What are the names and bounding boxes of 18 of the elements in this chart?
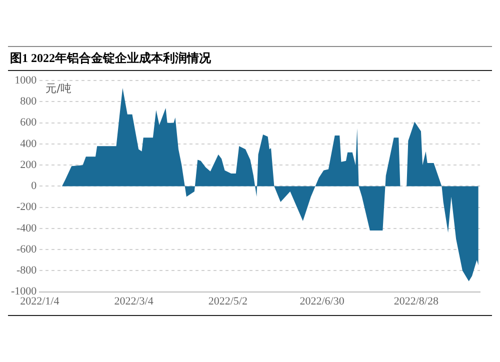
y-tick-label: -800 (16, 264, 38, 277)
x-tick-label: 2022/6/30 (300, 295, 345, 308)
x-tick-label: 2022/8/28 (394, 295, 439, 308)
y-tick-label: 1000 (14, 74, 38, 86)
y-tick-label: 600 (20, 116, 38, 129)
chart-title: 图1 2022年铝合金锭企业成本利润情况 (8, 46, 492, 71)
y-tick-label: 0 (31, 180, 38, 192)
y-tick-label: 800 (20, 96, 38, 108)
y-tick-label: 400 (20, 138, 38, 150)
y-tick-label: 200 (20, 158, 38, 171)
y-axis-title: 元/吨 (46, 82, 72, 95)
y-tick-label: -600 (16, 243, 38, 256)
y-tick-label: -400 (16, 222, 38, 234)
y-tick-label: -200 (16, 201, 38, 214)
x-tick-label: 2022/3/4 (114, 295, 154, 308)
x-tick-label: 2022/1/4 (20, 295, 60, 308)
x-tick-label: 2022/5/2 (208, 295, 248, 308)
y-tick-label: -1000 (10, 286, 38, 298)
